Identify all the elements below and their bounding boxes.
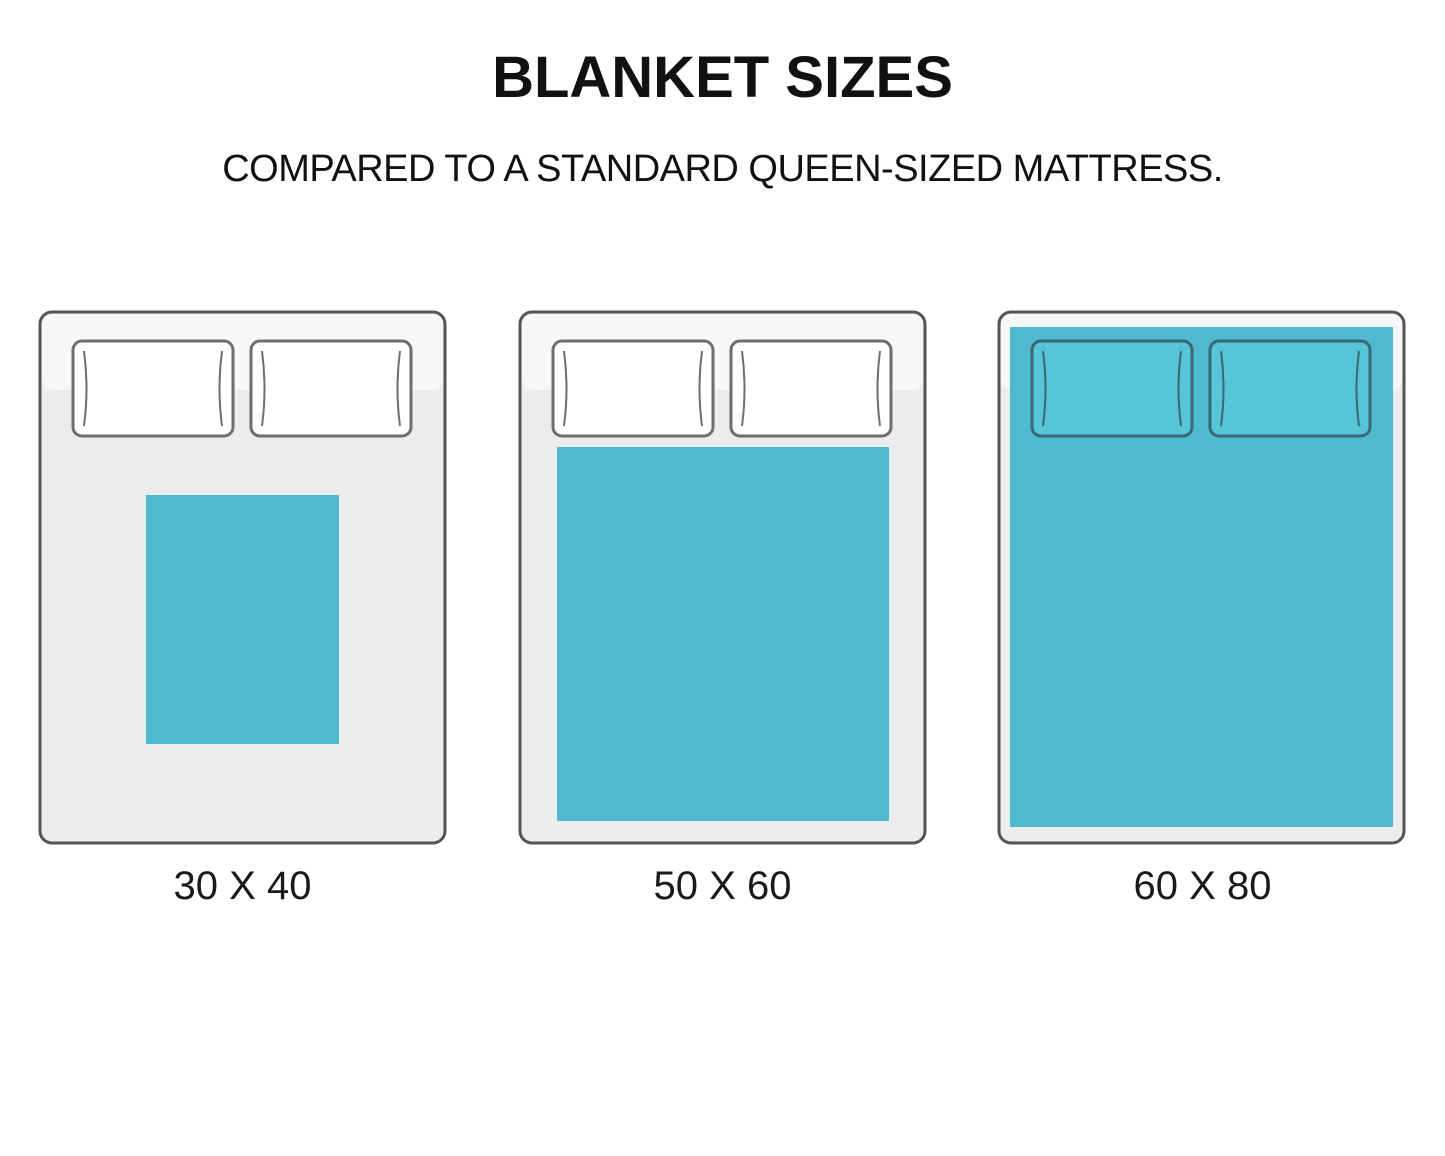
mattress-outline <box>997 310 1406 845</box>
pillow-2 <box>729 339 893 438</box>
blanket-30x40 <box>146 495 339 744</box>
blanket-50x60 <box>557 447 889 821</box>
pillow-crease <box>218 350 223 427</box>
pillow-crease <box>261 350 266 427</box>
pillow-crease <box>563 350 568 427</box>
bed-label-60x80: 60 X 80 <box>1133 864 1272 908</box>
pillow-crease <box>1042 350 1047 427</box>
pillow-crease <box>83 350 88 427</box>
pillow-1 <box>71 339 235 438</box>
pillow-crease <box>396 350 401 427</box>
pillow-1 <box>551 339 715 438</box>
bed-label-30x40: 30 X 40 <box>173 864 312 908</box>
bed-label-50x60: 50 X 60 <box>653 864 792 908</box>
page-subtitle: COMPARED TO A STANDARD QUEEN-SIZED MATTR… <box>222 148 1223 190</box>
pillow-2 <box>1208 339 1372 438</box>
mattress-outline <box>518 310 927 845</box>
pillow-crease <box>876 350 881 427</box>
page-title: BLANKET SIZES <box>492 45 953 110</box>
pillow-crease <box>1355 350 1360 427</box>
pillow-crease <box>1177 350 1182 427</box>
mattress-outline <box>38 310 447 845</box>
pillow-2 <box>249 339 413 438</box>
pillow-1 <box>1030 339 1194 438</box>
pillow-crease <box>1220 350 1225 427</box>
pillow-crease <box>741 350 746 427</box>
pillow-crease <box>698 350 703 427</box>
